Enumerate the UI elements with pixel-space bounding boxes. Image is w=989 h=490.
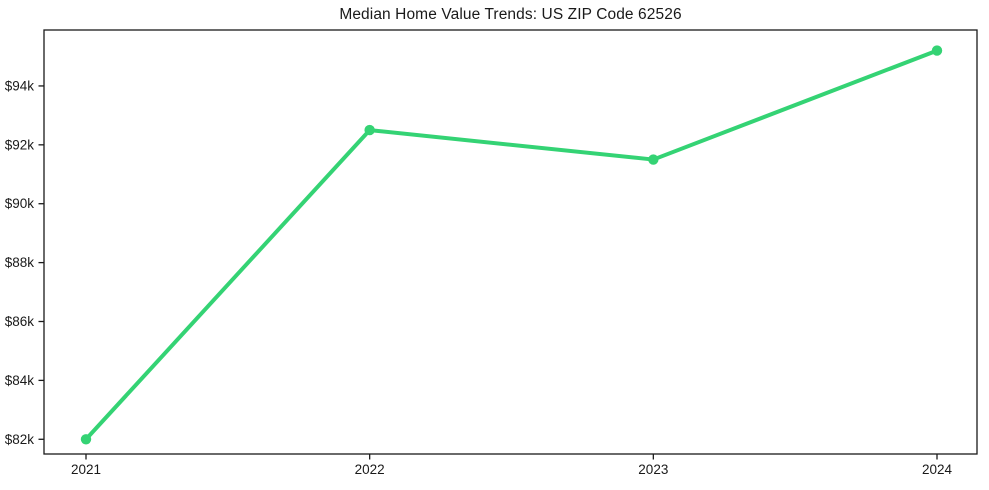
- data-point-2023: [648, 154, 659, 165]
- y-tick-label: $88k: [5, 255, 35, 270]
- y-tick-label: $84k: [5, 373, 35, 388]
- y-tick-label: $82k: [5, 432, 35, 447]
- data-point-2022: [364, 124, 375, 136]
- y-tick-label: $86k: [5, 314, 35, 329]
- x-tick-label: 2024: [922, 462, 953, 477]
- x-tick-label: 2023: [638, 462, 668, 477]
- y-tick-label: $94k: [5, 78, 35, 93]
- data-point-2021: [80, 434, 92, 445]
- y-tick-label: $92k: [5, 137, 35, 152]
- x-tick-label: 2021: [71, 462, 101, 477]
- data-point-2024: [931, 45, 943, 56]
- x-tick-label: 2022: [355, 462, 385, 477]
- trend-line: [84, 48, 939, 442]
- y-tick-label: $90k: [5, 196, 35, 211]
- chart-title: Median Home Value Trends: US ZIP Code 62…: [339, 6, 682, 23]
- plot-frame: [43, 29, 978, 455]
